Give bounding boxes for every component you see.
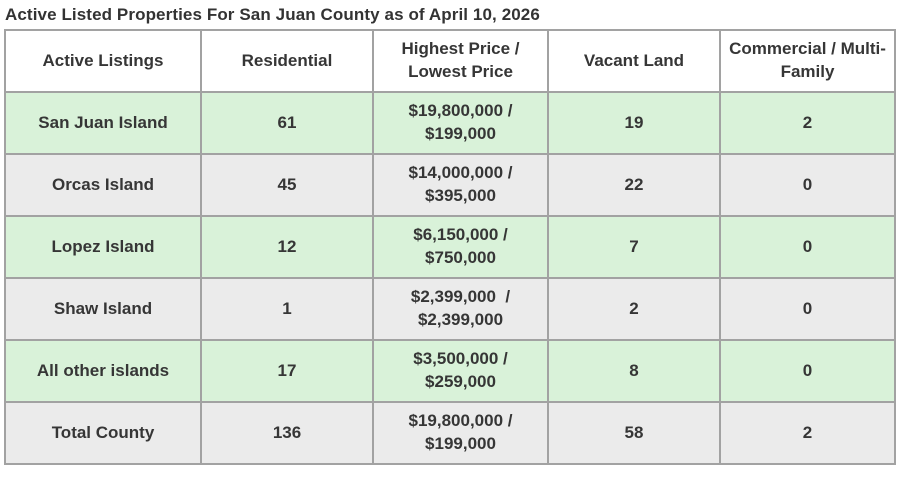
column-header-vacant-land: Vacant Land	[547, 29, 721, 93]
page-title: Active Listed Properties For San Juan Co…	[5, 5, 540, 24]
commercial-count-cell: 0	[719, 153, 896, 217]
residential-count-cell: 45	[200, 153, 374, 217]
table-row-all-other-islands: All other islands 17 $3,500,000 / $259,0…	[4, 339, 896, 403]
price-range-cell: $2,399,000 / $2,399,000	[372, 277, 549, 341]
commercial-count-cell: 2	[719, 401, 896, 465]
highest-price: $6,150,000 /	[413, 225, 508, 245]
price-range-cell: $19,800,000 / $199,000	[372, 91, 549, 155]
table-row-lopez-island: Lopez Island 12 $6,150,000 / $750,000 7 …	[4, 215, 896, 279]
island-name-cell: Shaw Island	[4, 277, 202, 341]
commercial-count-cell: 2	[719, 91, 896, 155]
price-range-cell: $19,800,000 / $199,000	[372, 401, 549, 465]
island-name-cell: San Juan Island	[4, 91, 202, 155]
commercial-count-cell: 0	[719, 277, 896, 341]
column-header-price-range: Highest Price / Lowest Price	[372, 29, 549, 93]
table-header-row: Active Listings Residential Highest Pric…	[4, 29, 896, 93]
highest-price: $19,800,000 /	[408, 101, 513, 121]
highest-price: $14,000,000 /	[408, 163, 513, 183]
column-header-residential: Residential	[200, 29, 374, 93]
table-row-total-county: Total County 136 $19,800,000 / $199,000 …	[4, 401, 896, 465]
price-range-cell: $6,150,000 / $750,000	[372, 215, 549, 279]
residential-count-cell: 61	[200, 91, 374, 155]
column-header-active-listings: Active Listings	[4, 29, 202, 93]
island-name-cell: Lopez Island	[4, 215, 202, 279]
vacant-land-count-cell: 22	[547, 153, 721, 217]
lowest-price: $2,399,000	[417, 310, 504, 329]
column-header-commercial: Commercial / Multi-Family	[719, 29, 896, 93]
commercial-count-cell: 0	[719, 215, 896, 279]
island-name-cell: Orcas Island	[4, 153, 202, 217]
vacant-land-count-cell: 7	[547, 215, 721, 279]
residential-count-cell: 136	[200, 401, 374, 465]
residential-count-cell: 17	[200, 339, 374, 403]
highest-price: $19,800,000 /	[408, 411, 513, 431]
island-name-cell: Total County	[4, 401, 202, 465]
lowest-price: $395,000	[425, 186, 496, 205]
highest-price: $2,399,000 /	[410, 287, 511, 307]
price-range-cell: $14,000,000 / $395,000	[372, 153, 549, 217]
residential-count-cell: 12	[200, 215, 374, 279]
table-row-shaw-island: Shaw Island 1 $2,399,000 / $2,399,000 2 …	[4, 277, 896, 341]
lowest-price: $259,000	[425, 372, 496, 391]
lowest-price: $199,000	[425, 124, 496, 143]
lowest-price: $199,000	[425, 434, 496, 453]
vacant-land-count-cell: 2	[547, 277, 721, 341]
residential-count-cell: 1	[200, 277, 374, 341]
vacant-land-count-cell: 19	[547, 91, 721, 155]
table-row-san-juan-island: San Juan Island 61 $19,800,000 / $199,00…	[4, 91, 896, 155]
vacant-land-count-cell: 8	[547, 339, 721, 403]
lowest-price: $750,000	[425, 248, 496, 267]
highest-price: $3,500,000 /	[413, 349, 508, 369]
island-name-cell: All other islands	[4, 339, 202, 403]
table-row-orcas-island: Orcas Island 45 $14,000,000 / $395,000 2…	[4, 153, 896, 217]
commercial-count-cell: 0	[719, 339, 896, 403]
vacant-land-count-cell: 58	[547, 401, 721, 465]
active-listings-table: Active Listings Residential Highest Pric…	[4, 29, 896, 465]
price-range-cell: $3,500,000 / $259,000	[372, 339, 549, 403]
